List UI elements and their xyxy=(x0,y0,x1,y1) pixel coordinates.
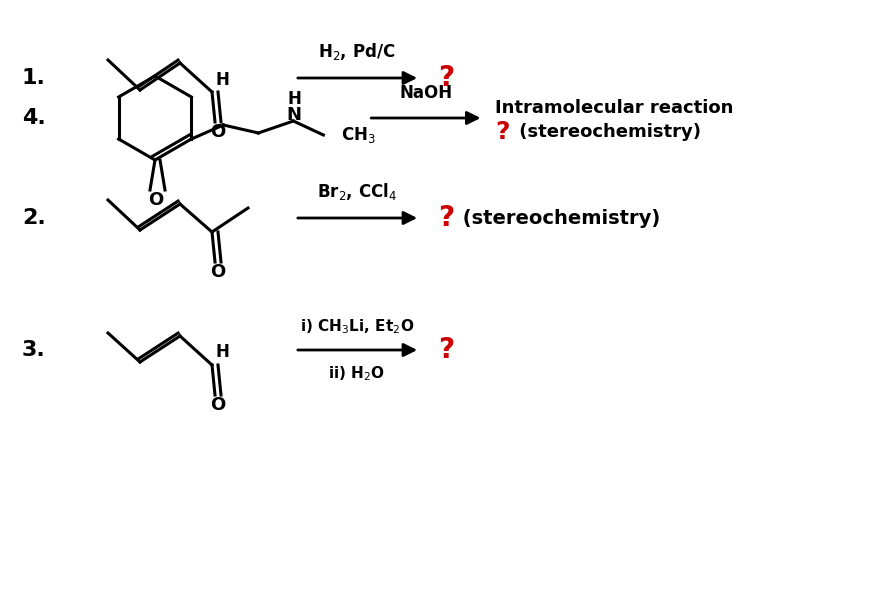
Text: Intramolecular reaction: Intramolecular reaction xyxy=(496,99,734,117)
Text: 2.: 2. xyxy=(22,208,46,228)
Text: ?: ? xyxy=(438,336,454,364)
Text: (stereochemistry): (stereochemistry) xyxy=(513,123,701,141)
Text: ?: ? xyxy=(438,64,454,92)
Text: ii) H$_2$O: ii) H$_2$O xyxy=(328,364,385,382)
Text: N: N xyxy=(287,106,302,124)
Text: NaOH: NaOH xyxy=(400,84,452,102)
Text: 4.: 4. xyxy=(22,108,46,128)
Text: O: O xyxy=(148,191,164,209)
Text: H$_2$, Pd/C: H$_2$, Pd/C xyxy=(318,41,396,62)
Text: O: O xyxy=(211,263,226,281)
Text: ?: ? xyxy=(496,120,510,144)
Text: ?: ? xyxy=(438,204,454,232)
Text: CH$_3$: CH$_3$ xyxy=(341,125,376,145)
Text: (stereochemistry): (stereochemistry) xyxy=(456,209,661,227)
Text: 3.: 3. xyxy=(22,340,46,360)
Text: i) CH$_3$Li, Et$_2$O: i) CH$_3$Li, Et$_2$O xyxy=(300,317,415,336)
Text: O: O xyxy=(211,396,226,414)
Text: H: H xyxy=(288,90,302,108)
Text: 1.: 1. xyxy=(22,68,46,88)
Text: Br$_2$, CCl$_4$: Br$_2$, CCl$_4$ xyxy=(317,181,397,202)
Text: H: H xyxy=(215,343,229,361)
Text: O: O xyxy=(211,123,226,141)
Text: H: H xyxy=(215,71,229,89)
